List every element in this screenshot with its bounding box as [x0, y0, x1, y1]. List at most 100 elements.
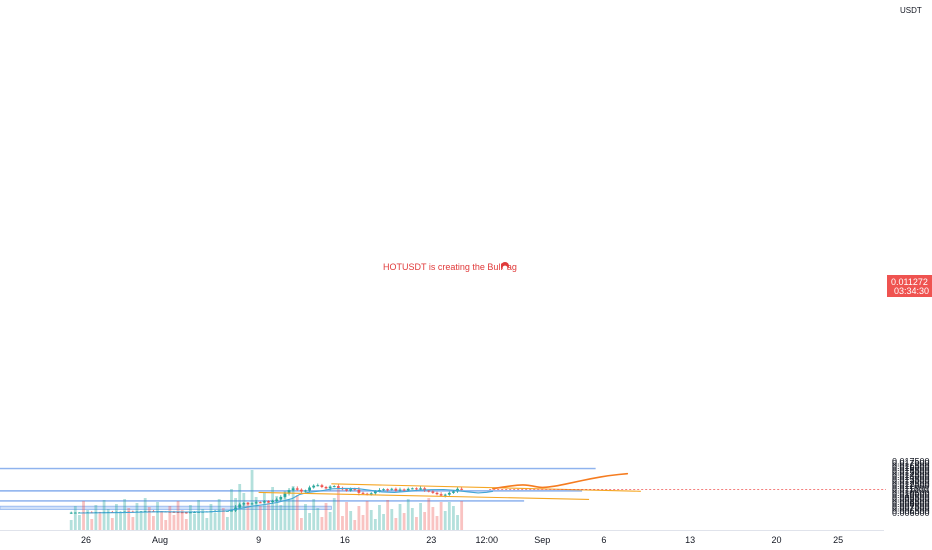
candle-59 [312, 485, 316, 488]
candle-27 [180, 512, 184, 514]
volume-bar-3 [82, 501, 85, 530]
y-tick-22: 0.006500 [892, 506, 930, 516]
volume-bar-4 [86, 510, 90, 530]
volume-bar-83 [410, 508, 414, 530]
candle-89 [435, 492, 439, 495]
santa-icon [501, 262, 509, 271]
y-tick-12: 0.011500 [892, 483, 929, 493]
volume-bar-40 [234, 498, 238, 530]
y-tick-13: 0.011000 [892, 486, 929, 496]
candle-91 [443, 494, 447, 496]
volume-bar-64 [332, 498, 336, 530]
channel-upper [331, 483, 641, 492]
candle-82 [406, 488, 410, 491]
candle-95 [460, 488, 464, 490]
candle-90 [439, 494, 443, 496]
candle-84 [415, 488, 418, 490]
volume-bar-47 [262, 492, 266, 530]
y-tick-7: 0.014000 [892, 472, 930, 482]
candle-81 [402, 489, 406, 491]
volume-bar-7 [98, 514, 102, 530]
volume-bar-81 [402, 513, 406, 530]
candle-49 [271, 500, 274, 503]
candle-51 [279, 496, 283, 500]
y-tick-19: 0.008000 [892, 499, 930, 509]
y-tick-18: 0.008500 [892, 497, 930, 507]
candle-85 [419, 488, 422, 490]
candle-75 [378, 490, 381, 492]
volume-bar-46 [258, 506, 262, 530]
x-tick-9: 20 [771, 535, 781, 545]
volume-bar-77 [386, 500, 390, 530]
volume-bar-89 [435, 516, 439, 530]
candle-0 [69, 512, 73, 514]
y-tick-4: 0.015500 [892, 465, 930, 475]
volume-bar-13 [123, 499, 127, 530]
y-tick-11: 0.012000 [892, 481, 930, 491]
volume-bar-84 [415, 517, 418, 530]
x-tick-0: 26 [81, 535, 91, 545]
volume-bar-44 [250, 470, 254, 530]
volume-bar-39 [230, 489, 233, 530]
x-tick-7: 6 [601, 535, 606, 545]
y-axis: 0.0175000.0170000.0165000.0160000.015500… [892, 456, 930, 518]
y-tick-3: 0.016000 [892, 463, 930, 473]
candle-64 [332, 486, 336, 488]
volume-bar-79 [394, 518, 398, 530]
volume-bar-45 [254, 497, 258, 530]
volume-bar-43 [246, 502, 250, 530]
volume-bar-94 [456, 515, 459, 530]
volume-bar-2 [78, 515, 81, 530]
ma-line [79, 487, 493, 514]
volume-bar-32 [201, 509, 205, 530]
candle-28 [184, 512, 188, 514]
volume-bar-33 [205, 518, 209, 530]
volume-bar-5 [90, 519, 94, 530]
candle-69 [353, 488, 357, 490]
candle-29 [188, 512, 192, 514]
volume-bar-95 [460, 501, 464, 530]
candle-47 [262, 501, 266, 503]
volume-bar-51 [279, 505, 283, 530]
candle-61 [320, 485, 324, 488]
volume-bar-76 [382, 514, 385, 530]
volume-bar-14 [127, 508, 131, 530]
volume-bar-17 [139, 512, 143, 530]
volume-bar-91 [443, 511, 447, 530]
y-tick-9: 0.013000 [892, 477, 930, 487]
y-tick-16: 0.009500 [892, 492, 930, 502]
volume-bar-27 [180, 510, 184, 530]
volume-bar-61 [320, 517, 324, 530]
candle-74 [373, 491, 377, 494]
volume-bar-70 [357, 506, 361, 530]
volume-bar-93 [452, 506, 455, 530]
candle-53 [287, 490, 291, 494]
y-tick-2: 0.016500 [892, 461, 930, 471]
volume-bar-62 [324, 503, 328, 530]
candle-93 [452, 491, 455, 493]
candle-26 [176, 512, 180, 514]
candle-88 [431, 491, 435, 493]
candle-41 [238, 504, 242, 508]
volume-bar-53 [287, 500, 291, 530]
last-price-label: 0.011272 03:34:30 [887, 275, 932, 297]
volume-bar-16 [135, 503, 139, 530]
zone-2 [0, 500, 525, 502]
volume-bar-50 [275, 496, 279, 530]
volume-bar-60 [316, 508, 320, 530]
volume-bar-0 [69, 520, 73, 530]
volume-bar-10 [110, 518, 114, 530]
x-tick-2: 9 [256, 535, 261, 545]
volume-bar-86 [423, 512, 427, 530]
y-tick-0: 0.017500 [892, 456, 930, 466]
volume-bar-29 [188, 505, 192, 530]
annotation: HOTUSDT is creating the Bullflag [383, 262, 517, 272]
candle-78 [390, 488, 394, 490]
x-tick-4: 23 [426, 535, 436, 545]
flag-channel [258, 483, 641, 501]
volume-bar-75 [378, 505, 381, 530]
zone-3 [0, 505, 332, 510]
volume-bar-63 [328, 512, 332, 530]
x-tick-5: 12:00 [475, 535, 498, 545]
